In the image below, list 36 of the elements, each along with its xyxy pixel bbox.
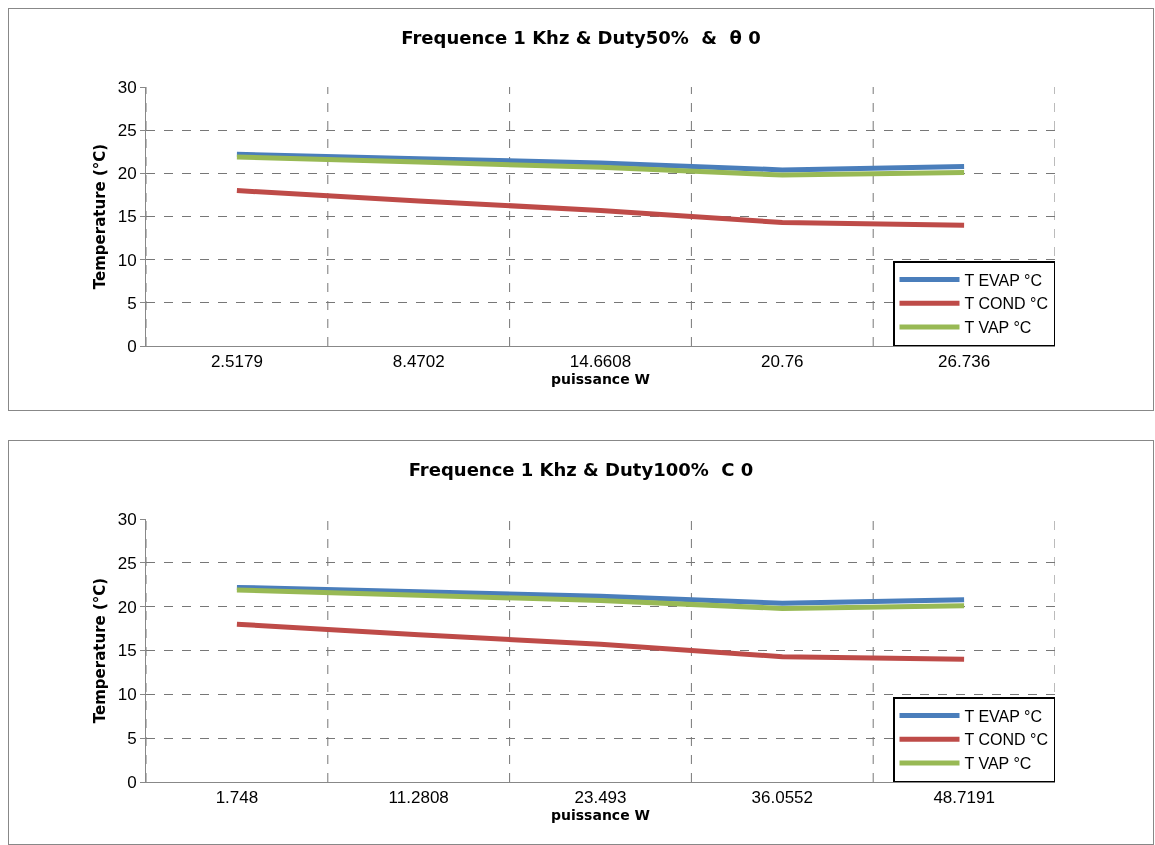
legend-label: T COND °C bbox=[964, 731, 1048, 749]
x-tick-label: 11.2808 bbox=[388, 788, 449, 808]
x-axis-title: puissance W bbox=[551, 371, 650, 388]
legend-label: T VAP °C bbox=[964, 755, 1032, 773]
x-axis-title: puissance W bbox=[551, 807, 650, 824]
x-tick-label: 1.748 bbox=[215, 788, 259, 808]
y-tick-label: 25 bbox=[117, 121, 137, 141]
legend-label: T VAP °C bbox=[964, 319, 1032, 337]
y-tick-label: 30 bbox=[117, 77, 137, 97]
chart-title: Frequence 1 Khz & Duty100% C 0 bbox=[408, 458, 754, 480]
y-tick-label: 10 bbox=[117, 250, 137, 270]
y-tick-label: 0 bbox=[127, 772, 137, 792]
y-tick-label: 15 bbox=[117, 641, 137, 661]
y-tick-label: 25 bbox=[117, 553, 137, 573]
y-tick-label: 10 bbox=[117, 685, 137, 705]
x-tick-label: 14.6608 bbox=[569, 352, 632, 372]
y-tick-label: 15 bbox=[117, 207, 137, 227]
x-tick-label: 20.76 bbox=[761, 352, 804, 372]
y-axis-title: Temperature (°C) bbox=[90, 143, 109, 290]
x-tick-label: 26.736 bbox=[938, 352, 991, 372]
legend-label: T EVAP °C bbox=[964, 707, 1043, 725]
x-tick-label: 48.7191 bbox=[933, 788, 995, 808]
y-tick-label: 30 bbox=[117, 509, 137, 529]
y-tick-label: 5 bbox=[127, 729, 137, 749]
x-tick-label: 8.4702 bbox=[392, 352, 445, 372]
y-tick-label: 0 bbox=[127, 336, 137, 356]
y-tick-label: 5 bbox=[127, 293, 137, 313]
x-tick-label: 23.493 bbox=[574, 788, 627, 808]
y-tick-label: 20 bbox=[117, 597, 137, 617]
chart-title: Frequence 1 Khz & Duty50% & θ 0 bbox=[401, 26, 761, 48]
y-tick-label: 20 bbox=[117, 164, 137, 184]
legend-label: T EVAP °C bbox=[964, 271, 1043, 289]
x-tick-label: 36.0552 bbox=[751, 788, 814, 808]
x-tick-label: 2.5179 bbox=[210, 352, 263, 372]
legend-label: T COND °C bbox=[964, 295, 1048, 313]
y-axis-title: Temperature (°C) bbox=[90, 577, 109, 724]
